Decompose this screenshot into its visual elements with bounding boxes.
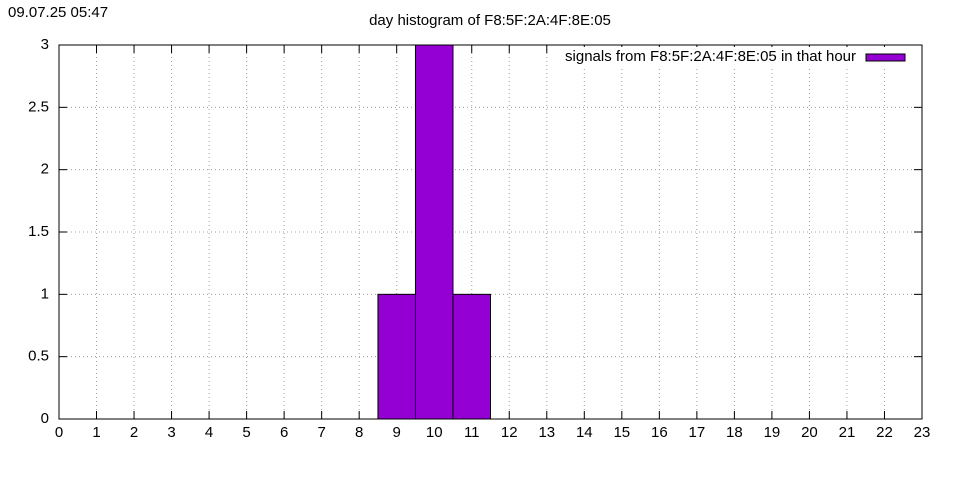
bar xyxy=(414,44,454,420)
x-tick-label: 6 xyxy=(280,424,288,441)
y-tick-label: 1.5 xyxy=(28,223,49,240)
legend-background xyxy=(561,47,912,67)
legend-swatch xyxy=(865,53,906,62)
x-tick-label: 10 xyxy=(426,424,443,441)
x-tick-label: 7 xyxy=(317,424,325,441)
x-tick-label: 12 xyxy=(501,424,518,441)
timestamp: 09.07.25 05:47 xyxy=(8,4,108,21)
x-tick-label: 23 xyxy=(914,424,931,441)
chart-title: day histogram of F8:5F:2A:4F:8E:05 xyxy=(369,12,611,29)
x-tick-label: 18 xyxy=(726,424,743,441)
x-tick-label: 19 xyxy=(764,424,781,441)
x-tick-label: 13 xyxy=(538,424,555,441)
x-tick-label: 22 xyxy=(876,424,893,441)
y-tick-label: 2.5 xyxy=(28,98,49,115)
x-tick-label: 8 xyxy=(355,424,363,441)
y-tick-label: 1 xyxy=(41,285,49,302)
x-tick-label: 20 xyxy=(801,424,818,441)
x-tick-label: 21 xyxy=(839,424,856,441)
x-tick-label: 5 xyxy=(242,424,250,441)
y-tick-label: 2 xyxy=(41,161,49,178)
x-tick-label: 16 xyxy=(651,424,668,441)
x-tick-label: 1 xyxy=(92,424,100,441)
x-tick-label: 3 xyxy=(167,424,175,441)
bar xyxy=(452,293,492,420)
x-tick-label: 4 xyxy=(205,424,213,441)
y-tick-label: 3 xyxy=(41,36,49,53)
x-tick-label: 11 xyxy=(464,424,480,441)
x-tick-label: 17 xyxy=(689,424,706,441)
legend-label: signals from F8:5F:2A:4F:8E:05 in that h… xyxy=(565,48,856,65)
x-tick-label: 0 xyxy=(55,424,63,441)
plot-border xyxy=(58,44,923,420)
y-tick-label: 0.5 xyxy=(28,348,49,365)
x-tick-label: 14 xyxy=(576,424,593,441)
x-tick-label: 2 xyxy=(130,424,138,441)
bar xyxy=(377,293,416,420)
y-tick-label: 0 xyxy=(41,410,49,427)
x-tick-label: 9 xyxy=(393,424,401,441)
x-tick-label: 15 xyxy=(613,424,630,441)
